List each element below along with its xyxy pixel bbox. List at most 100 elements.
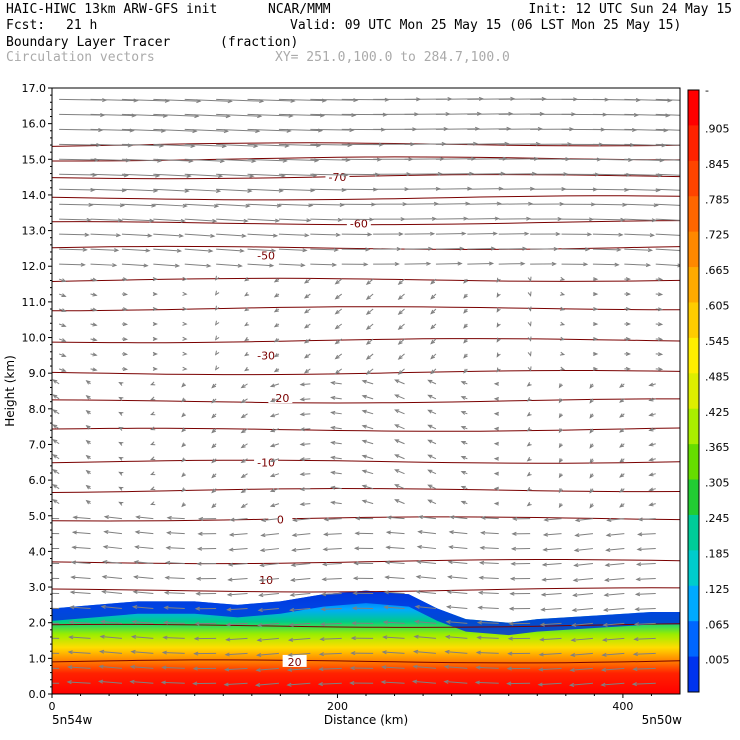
wind-vector-head: [71, 545, 77, 550]
wind-vector-head: [510, 546, 517, 551]
wind-vector: [70, 606, 91, 609]
wind-vector-head: [184, 188, 190, 193]
wind-vector-head: [226, 592, 232, 597]
wind-vector-head: [319, 622, 326, 627]
wind-vector-head: [133, 560, 139, 565]
wind-vector: [216, 113, 262, 117]
wind-vector-head: [361, 454, 367, 459]
wind-vector-head: [619, 428, 625, 433]
wind-vector-head: [303, 294, 309, 299]
wind-vector: [607, 518, 625, 521]
wind-vector-head: [92, 307, 98, 312]
wind-vector-head: [240, 384, 246, 389]
wind-vector-head: [394, 424, 400, 429]
wind-vector: [300, 413, 311, 416]
wind-vector-head: [593, 351, 599, 356]
wind-vector: [655, 263, 680, 267]
wind-vector-head: [351, 606, 357, 611]
wind-vector: [216, 128, 260, 132]
colorbar-swatch: [688, 160, 699, 197]
wind-vector: [634, 637, 656, 640]
y-tick-label: 12.0: [22, 260, 47, 273]
wind-vector: [417, 561, 436, 565]
wind-vector-head: [132, 590, 138, 595]
wind-vector-head: [299, 457, 305, 462]
wind-vector: [121, 173, 160, 177]
wind-vector: [467, 262, 493, 265]
wind-vector: [383, 621, 405, 624]
wind-vector-head: [589, 413, 594, 419]
wind-vector-head: [648, 487, 654, 492]
wind-vector-head: [649, 233, 655, 238]
wind-vector-head: [573, 548, 579, 553]
wind-vector-head: [256, 637, 262, 643]
wind-vector-head: [445, 604, 452, 610]
wind-vector-head: [574, 533, 580, 538]
wind-vector-head: [493, 396, 499, 401]
wind-vector-head: [287, 637, 294, 642]
wind-vector: [247, 128, 291, 132]
wind-vector-head: [214, 290, 220, 296]
colorbar-swatch: [688, 550, 699, 587]
contour-label: -30: [257, 349, 275, 362]
wind-vector-head: [211, 473, 217, 479]
wind-vector-head: [131, 604, 138, 610]
wind-vector-head: [68, 620, 74, 625]
wind-vector-head: [98, 649, 105, 654]
wind-vector-head: [558, 413, 563, 419]
wind-vector-head: [635, 577, 641, 582]
wind-vector-head: [195, 576, 202, 581]
wind-vector: [310, 158, 350, 161]
wind-vector: [166, 562, 185, 565]
wind-vector-head: [398, 232, 404, 237]
colorbar-swatch: [688, 408, 699, 445]
wind-vector-head: [492, 231, 498, 236]
wind-vector: [320, 637, 342, 640]
header-valid: Valid: 09 UTC Mon 25 May 15 (06 LST Mon …: [290, 18, 682, 33]
wind-vector: [310, 188, 346, 191]
wind-vector-head: [102, 559, 108, 564]
wind-vector: [290, 607, 311, 611]
wind-vector: [153, 248, 181, 252]
wind-vector-head: [243, 218, 249, 223]
wind-vector-head: [219, 159, 226, 164]
wind-vector: [366, 278, 374, 285]
wind-vector: [131, 651, 154, 654]
wind-vector: [59, 188, 95, 191]
wind-vector-head: [258, 593, 264, 598]
header-fcst-label: Fcst:: [6, 18, 46, 33]
wind-vector-head: [365, 325, 371, 330]
wind-vector: [446, 621, 468, 624]
header-fcst-value: 21 h: [66, 18, 98, 33]
wind-vector-head: [559, 321, 566, 326]
wind-vector-head: [477, 605, 483, 610]
wind-vector-head: [150, 441, 156, 446]
wind-vector: [467, 218, 499, 220]
wind-vector-head: [381, 665, 387, 670]
wind-vector: [398, 338, 405, 345]
colorbar-swatch: [688, 302, 699, 339]
wind-vector: [416, 591, 436, 594]
wind-vector: [184, 188, 220, 192]
wind-vector-head: [150, 396, 156, 401]
wind-vector-head: [61, 368, 67, 372]
wind-vector-head: [240, 458, 246, 464]
wind-vector: [90, 218, 122, 221]
wind-vector: [256, 682, 279, 686]
wind-vector: [291, 578, 311, 581]
wind-vector-head: [208, 248, 214, 253]
wind-vector-head: [397, 325, 403, 330]
wind-vector-head: [195, 591, 201, 596]
wind-vector: [184, 218, 217, 222]
wind-vector-head: [625, 321, 631, 327]
contour-label: -10: [257, 456, 275, 469]
wind-vector: [362, 440, 374, 445]
wind-vector-head: [101, 574, 107, 579]
wind-vector: [655, 98, 680, 101]
wind-vector: [385, 576, 405, 580]
wind-vector: [362, 470, 374, 475]
wind-vector-head: [303, 339, 309, 344]
wind-vector-head: [102, 545, 108, 550]
wind-vector: [216, 143, 258, 147]
